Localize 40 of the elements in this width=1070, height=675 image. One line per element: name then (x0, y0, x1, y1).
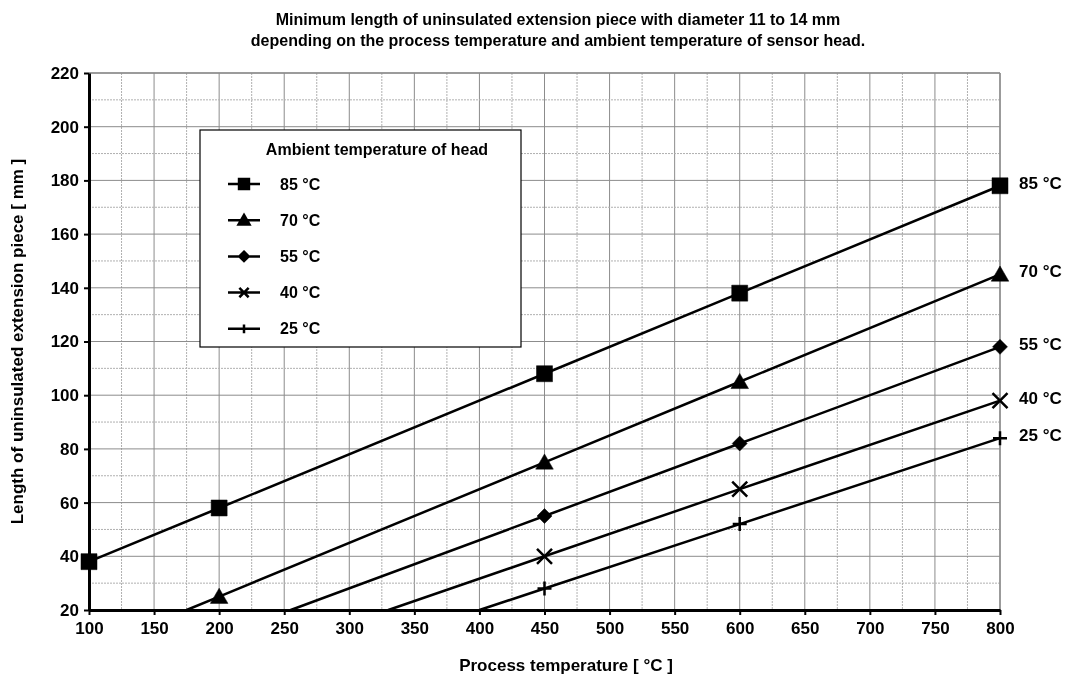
legend-label: 70 °C (280, 211, 321, 229)
x-tick-label: 200 (205, 619, 234, 639)
y-tick-label: 20 (60, 600, 79, 620)
y-tick-label: 200 (50, 117, 79, 137)
y-tick-label: 60 (60, 493, 79, 513)
legend-label: 85 °C (280, 175, 321, 193)
text: 85 °C (1019, 173, 1062, 193)
x-tick-label: 600 (726, 619, 755, 639)
x-tick-label: 800 (986, 619, 1015, 639)
y-tick-label: 180 (50, 171, 79, 191)
y-tick-label: 120 (50, 332, 79, 352)
x-tick-label: 100 (75, 619, 104, 639)
x-tick-label: 500 (595, 619, 625, 639)
legend-title: Ambient temperature of head (265, 140, 489, 158)
x-tick-label: 550 (660, 619, 690, 639)
x-tick-label: 150 (140, 619, 169, 639)
y-tick-label: 220 (50, 63, 79, 83)
y-tick-label: 100 (50, 386, 79, 406)
y-tick-label: 40 (60, 547, 79, 567)
text: 25 °C (1019, 426, 1062, 446)
x-tick-label: 450 (530, 619, 560, 639)
x-axis-title: Process temperature [ °C ] (459, 656, 673, 675)
x-tick-label: 350 (400, 619, 430, 639)
x-tick-label: 750 (921, 619, 950, 639)
y-tick-label: 80 (60, 439, 79, 459)
x-tick-label: 300 (335, 619, 364, 639)
y-tick-label: 160 (50, 225, 79, 245)
y-tick-label: 140 (50, 278, 79, 298)
x-tick-label: 650 (791, 619, 820, 639)
text: 70 °C (1019, 262, 1062, 282)
text: 55 °C (1019, 334, 1062, 354)
x-tick-label: 700 (856, 619, 885, 639)
legend-label: 40 °C (280, 284, 321, 302)
x-tick-label: 400 (465, 619, 495, 639)
x-tick-label: 250 (270, 619, 299, 639)
y-axis-title: Length of uninsulated extension piece [ mm ] (8, 158, 27, 525)
legend-label: 25 °C (280, 320, 321, 338)
text: 40 °C (1019, 388, 1062, 408)
legend-label: 55 °C (280, 248, 321, 265)
chart-title: Minimum length of uninsulated extension piece with diameter 11 to 14 mm depending on the process temperature and ambient temperature of sensor head. (250, 11, 866, 49)
